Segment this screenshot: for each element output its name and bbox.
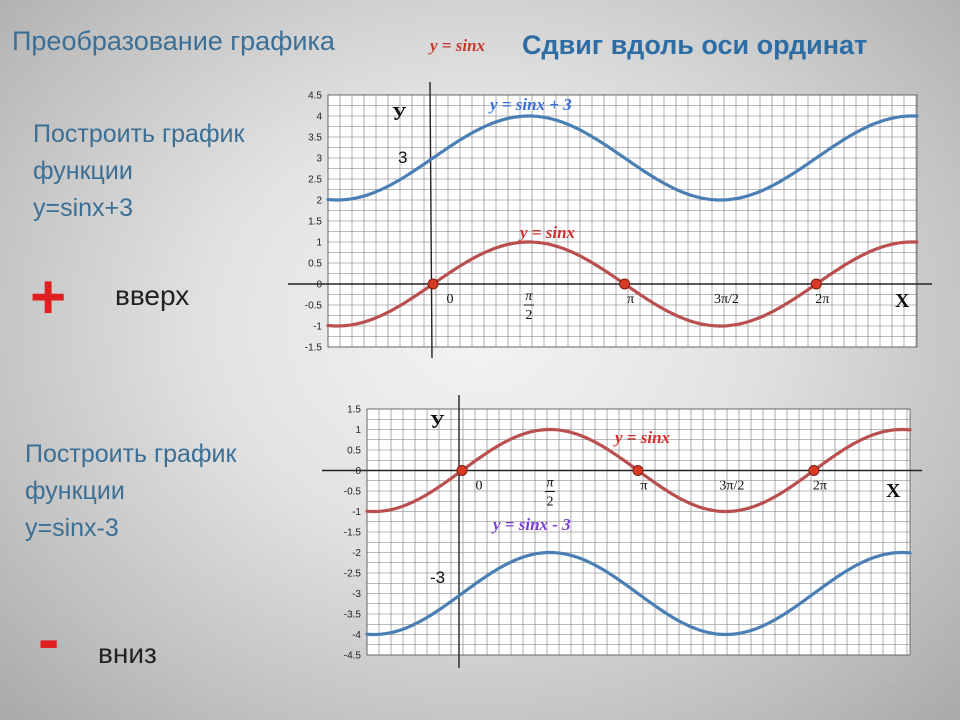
y-tick-label: -1 <box>352 507 361 518</box>
x-tick-label: π <box>546 476 554 491</box>
y-tick-label: -1.5 <box>305 343 323 354</box>
x-tick-label: π <box>627 292 634 307</box>
y-tick-label: -1 <box>313 322 322 333</box>
y-tick-label: 1.5 <box>347 405 361 416</box>
x-tick-label: 0 <box>476 479 483 494</box>
zero-point <box>632 465 644 476</box>
y-tick-label: 0.5 <box>308 259 322 270</box>
y-tick-label: -0.5 <box>344 487 362 498</box>
x-tick-label: 2π <box>815 292 829 307</box>
page-number: 24 <box>884 679 900 695</box>
zero-point <box>619 278 631 290</box>
y-tick-label: 2.5 <box>308 175 322 186</box>
direction-up: вверх <box>115 280 190 311</box>
y-axis-letter: У <box>430 411 445 433</box>
y-tick-label: 2 <box>316 196 322 207</box>
y-axis <box>429 81 433 359</box>
y-shift-mark: 3 <box>398 148 407 167</box>
y-tick-label: -4.5 <box>344 651 362 662</box>
y-tick-label: 3.5 <box>308 133 322 144</box>
curve-sinx-plus-3 <box>326 114 919 202</box>
y-tick-label: 1 <box>355 425 361 436</box>
x-tick-label: 3π/2 <box>719 479 744 494</box>
y-tick-label: -2 <box>352 548 361 559</box>
x-tick-label: 3π/2 <box>714 292 739 307</box>
task-line: Построить график <box>33 120 245 148</box>
y-tick-label: -1.5 <box>344 528 362 539</box>
y-tick-label: 3 <box>316 154 322 165</box>
task-text-down: Построить график функции y=sinx-3 <box>25 436 236 547</box>
curve-sinx-minus-3 <box>365 550 912 637</box>
plot-border <box>366 408 911 656</box>
x-axis-letter: X <box>886 480 901 502</box>
task-line: функции <box>33 157 133 185</box>
y-tick-label: 0 <box>355 466 361 477</box>
task-formula: y=sinx+3 <box>33 194 134 222</box>
plus-sign: + <box>30 263 67 332</box>
curve-label: y = sinx <box>518 223 576 242</box>
y-tick-label: -0.5 <box>305 301 323 312</box>
zero-point <box>427 278 439 290</box>
slide-subtitle: Сдвиг вдоль оси ординат <box>522 30 868 60</box>
chart-2: 1.5 1 0.5 0 -0.5 -1 -1.5 -2 -2.5 -3 -3.5 -4 -4.5 У X -3… <box>322 395 922 668</box>
task-text-up: Построить график функции y=sinx+3 <box>33 116 244 227</box>
task-line: функции <box>25 477 125 505</box>
y-tick-label: -4 <box>352 630 361 641</box>
task-formula: y=sinx-3 <box>25 514 119 542</box>
zero-point <box>810 278 822 290</box>
plot-border <box>327 94 918 348</box>
y-tick-label: -2.5 <box>344 569 362 580</box>
y-tick-label: 1 <box>316 238 322 249</box>
x-tick-label: 0 <box>447 292 454 307</box>
x-tick-label: 2π <box>813 479 827 494</box>
x-tick-label: π <box>640 479 647 494</box>
x-axis-letter: X <box>895 290 910 312</box>
x-tick-label: 2 <box>546 495 553 510</box>
curve-label: y = sinx - 3 <box>491 515 571 534</box>
zero-point <box>456 465 468 476</box>
direction-down: вниз <box>98 638 157 669</box>
x-tick-label: π <box>525 289 533 304</box>
y-axis-letter: У <box>392 103 407 125</box>
curve-label: y = sinx <box>613 428 671 447</box>
minus-sign: - <box>38 603 60 675</box>
y-tick-label: 0 <box>316 280 322 291</box>
task-line: Построить график <box>25 440 237 468</box>
slide-title: Преобразование графика <box>12 26 335 56</box>
y-tick-label: 1.5 <box>308 217 322 228</box>
y-tick-label: 4.5 <box>308 91 322 102</box>
curve-label: y = sinx + 3 <box>488 95 572 114</box>
y-shift-mark: -3 <box>430 568 445 587</box>
function-label: y = sinx <box>430 36 486 55</box>
y-tick-label: 4 <box>316 112 322 123</box>
y-tick-label: -3 <box>352 589 361 600</box>
zero-point <box>808 465 820 476</box>
y-tick-label: -3.5 <box>344 610 362 621</box>
y-tick-label: 0.5 <box>347 446 361 457</box>
x-tick-label: 2 <box>525 308 532 323</box>
